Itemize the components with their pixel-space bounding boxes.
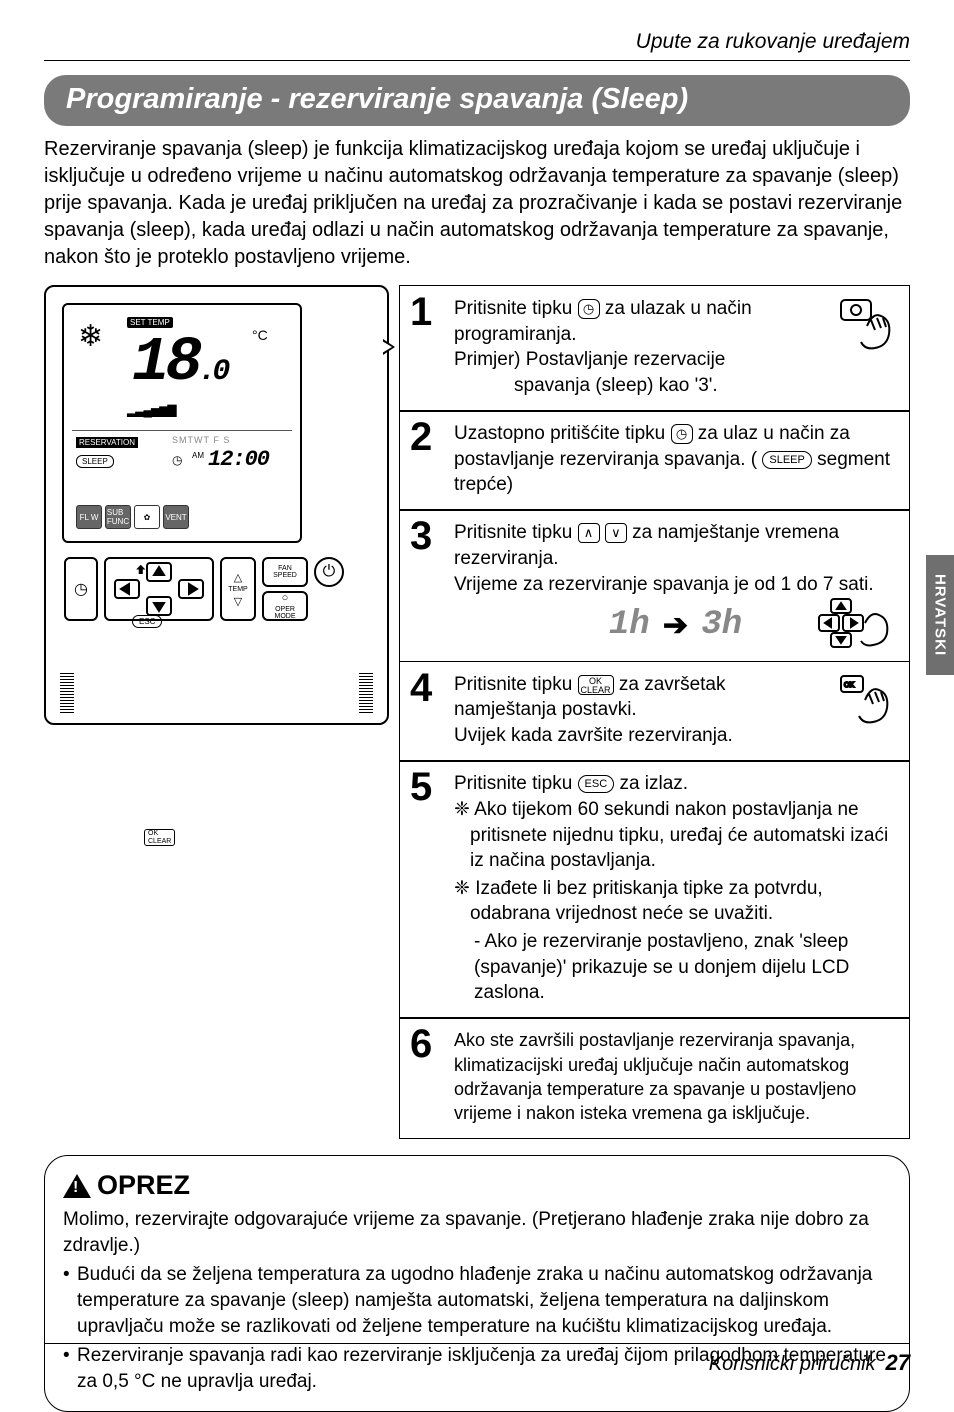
step-text: Primjer) Postavljanje rezervacije (454, 349, 725, 370)
svg-text:⇧: ⇧ (137, 565, 145, 575)
degree-label: °C (252, 327, 268, 343)
footer-title: Korisnički priručnik (709, 1353, 876, 1376)
fn-vent: VENT (163, 505, 189, 529)
snowflake-icon: ❄ (78, 319, 103, 354)
step-text: spavanja (sleep) kao '3'. (514, 375, 718, 396)
step-text: Uvijek kada završite rezerviranja. (454, 725, 733, 746)
fn-flow: FL W (76, 505, 102, 529)
step-text: Ako ste završili postavljanje rezerviran… (454, 1030, 856, 1123)
step-number: 1 (410, 292, 432, 332)
step-text: Pritisnite tipku (454, 298, 578, 319)
clock-icon: ◷ (172, 453, 182, 467)
step-text: Uzastopno pritišćite tipku (454, 423, 671, 444)
fan-speed-button: FANSPEED (262, 557, 308, 587)
remote-screen: ❄ SET TEMP 18.0 °C ▂▃▄▅▆▇ RESERVATION SL… (62, 303, 302, 543)
oper-mode-button: ○OPERMODE (262, 591, 308, 621)
fan-bars-icon: ▂▃▄▅▆▇ (127, 403, 176, 417)
hand-press-icon (837, 296, 897, 362)
hand-arrows-icon (815, 597, 893, 661)
up-key-icon: ∧ (578, 523, 600, 543)
temp-value: 18.0 (132, 327, 226, 398)
esc-button: ESC (132, 615, 162, 628)
divider (44, 60, 910, 61)
segment-1h: 1h (609, 603, 650, 649)
ok-clear-button: OKCLEAR (144, 829, 175, 846)
clock-button: ◷ (64, 557, 98, 621)
sleep-segment-icon: SLEEP (762, 451, 811, 469)
caution-lead: Molimo, rezervirajte odgovarajuće vrijem… (63, 1207, 891, 1258)
segment-3h: 3h (701, 603, 742, 649)
step-note: ❈ Izađete li bez pritiskanja tipke za po… (454, 876, 897, 927)
step-number: 3 (410, 516, 432, 556)
clock-key-icon: ◷ (578, 299, 600, 319)
step-1: 1 Pritisnite tipku ◷ za ulazak u način p… (399, 285, 910, 412)
step-5: 5 Pritisnite tipku ESC za izlaz. ❈ Ako t… (399, 760, 910, 1019)
ok-clear-key-icon: OKCLEAR (578, 675, 614, 695)
esc-key-icon: ESC (578, 775, 615, 793)
hand-press-icon: OK (837, 672, 897, 738)
step-number: 2 (410, 417, 432, 457)
page-footer: Korisnički priručnik 27 (44, 1343, 910, 1376)
callout-pointer (383, 339, 395, 355)
reservation-label: RESERVATION (76, 437, 138, 448)
step-text: za izlaz. (619, 773, 688, 794)
svg-text:OK: OK (844, 682, 854, 689)
step-number: 4 (410, 668, 432, 708)
step-text: Pritisnite tipku (454, 522, 578, 543)
intro-text: Rezerviranje spavanja (sleep) je funkcij… (44, 136, 910, 271)
step-text: Vrijeme za rezerviranje spavanja je od 1… (454, 574, 874, 595)
caution-heading: OPREZ (97, 1170, 190, 1201)
step-note: ❈ Ako tijekom 60 sekundi nakon postavlja… (454, 797, 897, 874)
remote-base (60, 673, 373, 713)
down-key-icon: ∨ (605, 523, 627, 543)
step-6: 6 Ako ste završili postavljanje rezervir… (399, 1017, 910, 1138)
running-header: Upute za rukovanje uređajem (44, 30, 910, 54)
step-text: Pritisnite tipku (454, 674, 578, 695)
steps-list: 1 Pritisnite tipku ◷ za ulazak u način p… (399, 285, 910, 1137)
sleep-indicator: SLEEP (76, 455, 114, 468)
language-tab: HRVATSKI (926, 555, 954, 675)
fn-sub: SUBFUNC (105, 505, 131, 529)
step-3: 3 Pritisnite tipku ∧ ∨ za namještanje vr… (399, 509, 910, 662)
step-number: 5 (410, 767, 432, 807)
page-number: 27 (886, 1350, 910, 1376)
warning-icon (63, 1174, 91, 1198)
step-text: Pritisnite tipku (454, 773, 578, 794)
section-title: Programiranje - rezerviranje spavanja (S… (44, 75, 910, 126)
step-number: 6 (410, 1024, 432, 1064)
fn-gear-icon: ✿ (134, 505, 160, 529)
arrow-icon: ➔ (663, 606, 688, 647)
step-2: 2 Uzastopno pritišćite tipku ◷ za ulaz u… (399, 410, 910, 511)
am-label: AM (192, 451, 204, 460)
caution-item: Budući da se željena temperatura za ugod… (63, 1262, 891, 1339)
clock-key-icon: ◷ (671, 424, 693, 444)
step-4: 4 OK Pritisnite tipku OKCLEAR za završet… (399, 661, 910, 762)
power-button: ⏻ (314, 557, 344, 587)
arrow-pad: ⇧ (104, 557, 214, 621)
day-of-week: SMTWT F S (172, 435, 230, 445)
step-note: - Ako je rezerviranje postavljeno, znak … (454, 929, 897, 1006)
temp-buttons: △ TEMP ▽ (220, 557, 256, 621)
remote-illustration: ❄ SET TEMP 18.0 °C ▂▃▄▅▆▇ RESERVATION SL… (44, 285, 389, 725)
time-value: 12:00 (208, 447, 269, 472)
